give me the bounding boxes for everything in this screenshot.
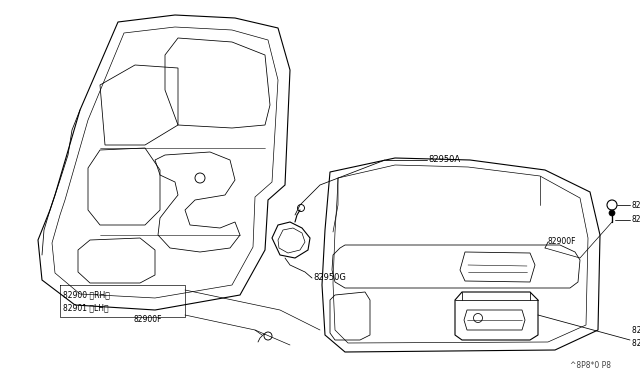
Text: ^8P8*0 P8: ^8P8*0 P8: [570, 360, 611, 369]
Text: 82951F: 82951F: [632, 201, 640, 209]
Text: 82950G: 82950G: [313, 273, 346, 282]
Text: 82900 〈RH〉: 82900 〈RH〉: [63, 291, 110, 299]
Text: 82961 〈LH〉: 82961 〈LH〉: [632, 339, 640, 347]
Text: 82900F: 82900F: [133, 315, 161, 324]
Circle shape: [609, 210, 615, 216]
Text: 82900F: 82900F: [548, 237, 577, 247]
Text: 82950A: 82950A: [428, 155, 460, 164]
Text: 82901 〈LH〉: 82901 〈LH〉: [63, 304, 109, 312]
Text: 82960 〈RH〉: 82960 〈RH〉: [632, 326, 640, 334]
Text: 82950AA: 82950AA: [632, 215, 640, 224]
